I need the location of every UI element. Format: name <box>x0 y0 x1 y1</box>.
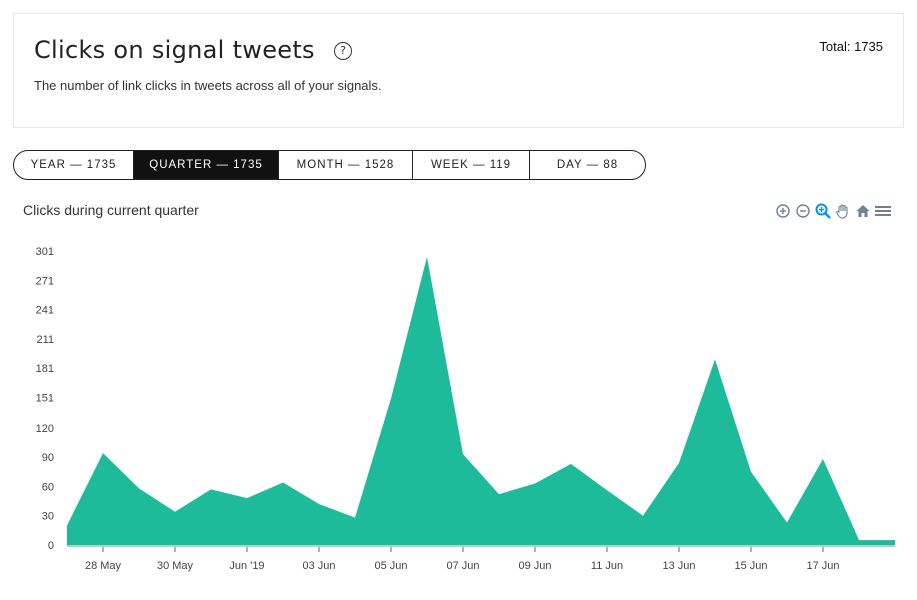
x-tick-label: 05 Jun <box>374 560 407 572</box>
y-tick-label: 30 <box>42 511 54 523</box>
y-tick-label: 60 <box>42 481 54 493</box>
area-series[interactable] <box>67 256 895 545</box>
home-reset-icon[interactable] <box>854 202 872 220</box>
y-tick-label: 241 <box>36 305 54 317</box>
x-axis: 28 May 30 May Jun '19 03 Jun 05 Jun 07 Jun 09 … <box>67 545 895 572</box>
y-tick-label: 301 <box>36 246 54 258</box>
chart-title: Clicks during current quarter <box>23 202 199 218</box>
x-tick-label: 11 Jun <box>591 560 623 572</box>
help-icon[interactable]: ? <box>334 42 352 60</box>
x-tick-label: 09 Jun <box>518 560 551 572</box>
y-tick-label: 151 <box>36 393 54 405</box>
chart-toolbar <box>774 202 894 220</box>
x-tick-label: 13 Jun <box>662 560 695 572</box>
tab-quarter[interactable]: QUARTER — 1735 <box>133 151 278 179</box>
plot-area <box>67 256 895 545</box>
y-tick-label: 120 <box>36 423 54 435</box>
y-tick-label: 0 <box>48 540 54 552</box>
x-tick-label: Jun '19 <box>229 560 264 572</box>
x-tick-label: 03 Jun <box>302 560 335 572</box>
period-tabs: YEAR — 1735 QUARTER — 1735 MONTH — 1528 … <box>13 150 646 180</box>
tab-day[interactable]: DAY — 88 <box>529 151 645 179</box>
tab-year[interactable]: YEAR — 1735 <box>30 159 117 171</box>
x-tick-label: 07 Jun <box>446 560 479 572</box>
tab-week[interactable]: WEEK — 119 <box>412 151 529 179</box>
x-tick-label: 28 May <box>85 560 122 572</box>
total-count: Total: 1735 <box>819 39 883 54</box>
page-subtitle: The number of link clicks in tweets acro… <box>34 78 382 93</box>
zoom-in-icon[interactable] <box>774 202 792 220</box>
y-tick-label: 211 <box>36 334 54 346</box>
header-card: Clicks on signal tweets ? Total: 1735 Th… <box>13 13 904 128</box>
x-tick-label: 15 Jun <box>734 560 767 572</box>
y-tick-label: 90 <box>42 452 54 464</box>
y-tick-label: 181 <box>36 363 54 375</box>
page-title: Clicks on signal tweets <box>34 36 315 64</box>
area-chart: 0 30 60 90 120 151 181 211 241 271 301 28 May 30 Ma… <box>36 246 895 572</box>
x-tick-label: 30 May <box>157 560 194 572</box>
zoom-select-icon[interactable] <box>814 202 832 220</box>
x-tick-label: 17 Jun <box>806 560 839 572</box>
y-tick-label: 271 <box>36 275 54 287</box>
zoom-out-icon[interactable] <box>794 202 812 220</box>
pan-hand-icon[interactable] <box>834 202 852 220</box>
y-axis: 0 30 60 90 120 151 181 211 241 271 301 <box>36 246 54 552</box>
menu-icon[interactable] <box>874 202 892 220</box>
tab-month[interactable]: MONTH — 1528 <box>278 151 412 179</box>
